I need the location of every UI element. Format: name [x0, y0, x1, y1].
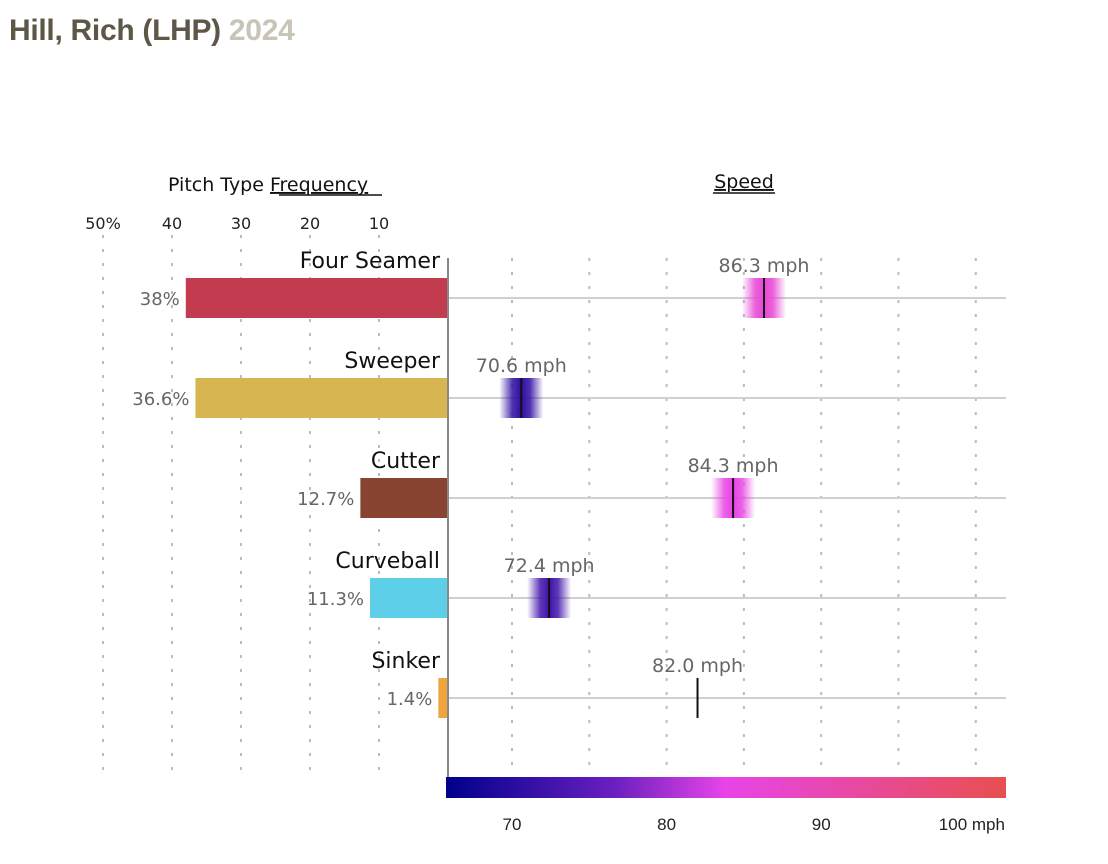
- speed-label: 86.3 mph: [719, 255, 810, 277]
- pitch-row: Sinker 1.4% 82.0 mph: [371, 649, 1006, 718]
- frequency-tick-label: 50%: [85, 214, 121, 233]
- frequency-tick-labels: 50% 40 30 20 10: [85, 214, 389, 233]
- frequency-label: 36.6%: [132, 389, 189, 410]
- pitch-row: Curveball 11.3% 72.4 mph: [307, 549, 1006, 618]
- pitch-name: Four Seamer: [300, 249, 441, 274]
- pitch-rows: Four Seamer 38% 86.3 mph Sweeper 36.6% 70.6 m…: [132, 249, 1006, 718]
- frequency-label: 11.3%: [307, 589, 364, 610]
- frequency-bar: [360, 478, 448, 518]
- frequency-title-prefix: Pitch Type: [168, 174, 270, 196]
- colorbar-tick-label: 70: [503, 815, 522, 834]
- colorbar-tick-label: 80: [657, 815, 676, 834]
- frequency-tick-label: 10: [369, 214, 389, 233]
- pitch-name: Sweeper: [344, 349, 441, 374]
- speed-label: 82.0 mph: [652, 655, 743, 677]
- player-name: Hill, Rich (LHP): [9, 14, 221, 47]
- frequency-title-link[interactable]: Frequency: [270, 174, 368, 196]
- pitch-name: Curveball: [335, 549, 440, 574]
- frequency-panel-title: Pitch Type Frequency: [168, 174, 368, 196]
- speed-label: 72.4 mph: [504, 555, 595, 577]
- frequency-bar: [185, 278, 449, 318]
- frequency-bar: [370, 578, 448, 618]
- speed-grid: [511, 258, 977, 775]
- speed-label: 84.3 mph: [688, 455, 779, 477]
- pitch-row: Sweeper 36.6% 70.6 mph: [132, 349, 1006, 418]
- speed-label: 70.6 mph: [476, 355, 567, 377]
- frequency-tick-label: 40: [162, 214, 182, 233]
- frequency-label: 38%: [140, 289, 180, 310]
- pitch-name: Sinker: [371, 649, 441, 674]
- speed-panel-title[interactable]: Speed: [714, 171, 774, 193]
- frequency-bar: [195, 378, 448, 418]
- pitch-row: Four Seamer 38% 86.3 mph: [140, 249, 1006, 318]
- speed-colorbar: [446, 777, 1006, 798]
- frequency-tick-label: 20: [300, 214, 320, 233]
- pitch-name: Cutter: [371, 449, 441, 474]
- season-year: 2024: [228, 14, 295, 47]
- frequency-tick-label: 30: [231, 214, 251, 233]
- pitch-row: Cutter 12.7% 84.3 mph: [297, 449, 1006, 518]
- frequency-label: 12.7%: [297, 489, 354, 510]
- frequency-label: 1.4%: [387, 689, 433, 710]
- colorbar-tick-label: 90: [812, 815, 831, 834]
- frequency-bar: [438, 678, 448, 718]
- frequency-grid: [102, 235, 380, 775]
- page-title: Hill, Rich (LHP) 2024: [9, 14, 295, 48]
- colorbar-tick-label: 100 mph: [939, 815, 1005, 834]
- colorbar-tick-labels: 70 80 90 100 mph: [503, 815, 1005, 834]
